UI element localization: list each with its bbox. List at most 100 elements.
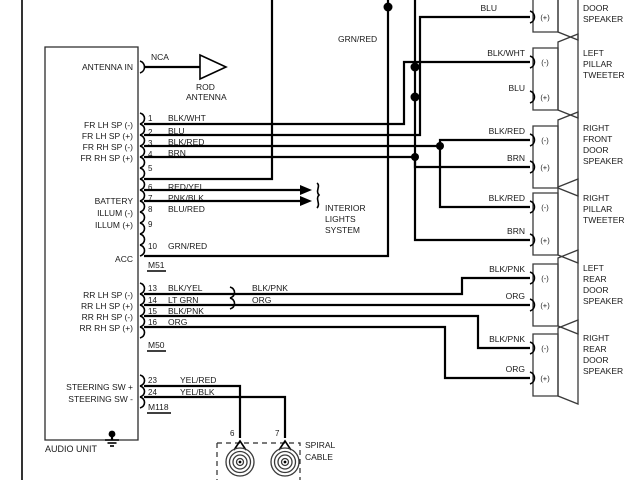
speaker-right-rear-door-speaker: (-) (+) BLK/PNK ORG RIGHT REAR DOOR SPEA… xyxy=(489,319,623,405)
wire-label-blk-red: BLK/RED xyxy=(168,137,204,147)
speaker-terminal-hook-neg-4 xyxy=(529,200,536,214)
interior-lights-line1: INTERIOR xyxy=(325,203,366,213)
terminal-label-rr-rh-pos: RR RH SP (+) xyxy=(80,323,134,333)
junction-dot-blk-red xyxy=(436,142,444,150)
speaker-polarity-neg-5: (-) xyxy=(541,274,549,283)
interior-lights-brace xyxy=(316,182,321,209)
terminal-label-fr-rh-neg: FR RH SP (-) xyxy=(83,142,134,152)
spiral-cable-label-line2: CABLE xyxy=(305,452,333,462)
pin-number-4: 4 xyxy=(148,150,153,159)
speaker-terminal-hook-pos-3 xyxy=(529,160,536,174)
speaker-polarity-pos-4: (+) xyxy=(540,236,550,245)
speaker-name-5-line4: SPEAKER xyxy=(583,296,623,306)
spiral-cable-pin-6: 6 xyxy=(230,429,235,438)
speaker-terminal-hook-pos-6 xyxy=(529,371,536,385)
speaker-name-6-line4: SPEAKER xyxy=(583,366,623,376)
speaker-polarity-pos-3: (+) xyxy=(540,163,550,172)
speaker-name-1-line1: DOOR xyxy=(583,3,609,13)
speaker-wire-neg-3: BLK/RED xyxy=(489,126,525,136)
ground-symbol xyxy=(105,430,119,447)
speaker-name-5-line1: LEFT xyxy=(583,263,604,273)
terminal-label-steering-sw-minus: STEERING SW - xyxy=(68,394,133,404)
pin-number-8: 8 xyxy=(148,205,153,214)
pin-number-2: 2 xyxy=(148,128,153,137)
pin-number-5: 5 xyxy=(148,164,153,173)
terminal-label-rr-lh-pos: RR LH SP (+) xyxy=(81,301,133,311)
speaker-wire-pos-3: BRN xyxy=(507,153,525,163)
arrow-head-blu-red xyxy=(300,196,312,206)
speaker-name-6-line1: RIGHT xyxy=(583,333,609,343)
wire-label-blk-pnk-pin15: BLK/PNK xyxy=(168,306,204,316)
audio-unit-label: AUDIO UNIT xyxy=(45,444,98,454)
pin-number-15: 15 xyxy=(148,307,157,316)
antenna-wire-label: NCA xyxy=(151,52,169,62)
pin-number-7: 7 xyxy=(148,194,153,203)
speaker-name-4-line1: RIGHT xyxy=(583,193,609,203)
speaker-name-4-line3: TWEETER xyxy=(583,215,625,225)
wire-label-blk-yel: BLK/YEL xyxy=(168,283,203,293)
pin-number-16: 16 xyxy=(148,318,157,327)
speaker-name-2-line3: TWEETER xyxy=(583,70,625,80)
wire-run-pin2-blu xyxy=(144,15,530,137)
connector-m51-label: M51 xyxy=(148,260,165,270)
speaker-wire-neg-2: BLK/WHT xyxy=(487,48,525,58)
spiral-arrow-7 xyxy=(278,439,292,451)
splice-hook-blk-pnk xyxy=(229,286,236,299)
pin-number-14: 14 xyxy=(148,296,157,305)
pin-number-13: 13 xyxy=(148,284,157,293)
speaker-polarity-neg-4: (-) xyxy=(541,203,549,212)
mid-wire-label-org: ORG xyxy=(252,295,271,305)
speaker-left-pillar-tweeter: (-) (+) BLK/WHT BLU LEFT PILLAR TWEETER xyxy=(487,33,625,119)
spiral-cable-label-line1: SPIRAL xyxy=(305,440,336,450)
speaker-name-3-line1: RIGHT xyxy=(583,123,609,133)
rear-connector-terminals xyxy=(139,282,146,339)
connector-tag-m50: M50 xyxy=(147,340,166,352)
speaker-terminal-hook-neg-6 xyxy=(529,341,536,355)
speaker-polarity-pos-2: (+) xyxy=(540,93,550,102)
wire-run-pin10-grn-red xyxy=(144,0,390,258)
mid-wire-label-blk-pnk: BLK/PNK xyxy=(252,283,288,293)
speaker-name-2-line2: PILLAR xyxy=(583,59,612,69)
wire-label-blu-red: BLU/RED xyxy=(168,204,205,214)
pin-number-1: 1 xyxy=(148,114,153,123)
wire-label-blk-wht: BLK/WHT xyxy=(168,113,206,123)
connector-m118-label: M118 xyxy=(148,402,169,412)
terminal-label-fr-lh-pos: FR LH SP (+) xyxy=(82,131,133,141)
wire-run-pin1-blk-wht xyxy=(144,60,530,126)
terminal-label-acc: ACC xyxy=(115,254,133,264)
wire-label-blu: BLU xyxy=(168,126,185,136)
antenna-in-terminal-label: ANTENNA IN xyxy=(82,62,133,72)
rod-antenna-label-line2: ANTENNA xyxy=(186,92,227,102)
speaker-name-3-line4: SPEAKER xyxy=(583,156,623,166)
speaker-name-4-line2: PILLAR xyxy=(583,204,612,214)
speaker-polarity-neg-3: (-) xyxy=(541,136,549,145)
speaker-wire-pos-5: ORG xyxy=(506,291,525,301)
speaker-name-3-line3: DOOR xyxy=(583,145,609,155)
speaker-right-pillar-tweeter: (-) (+) BLK/RED BRN RIGHT PILLAR TWEETER xyxy=(489,178,625,264)
terminal-label-rr-lh-neg: RR LH SP (-) xyxy=(83,290,133,300)
wire-label-org-pin16: ORG xyxy=(168,317,187,327)
steering-connector-terminals xyxy=(139,374,146,409)
speaker-name-6-line3: DOOR xyxy=(583,355,609,365)
audio-unit-box xyxy=(44,46,139,441)
speaker-terminal-hook-pos-4 xyxy=(529,233,536,247)
speaker-name-5-line2: REAR xyxy=(583,274,607,284)
pin-number-3: 3 xyxy=(148,139,153,148)
speaker-left-rear-door-speaker: (-) (+) BLK/PNK ORG LEFT REAR DOOR SPEAK… xyxy=(489,249,623,335)
spiral-coil-6 xyxy=(225,447,255,477)
speaker-terminal-hook-pos-1 xyxy=(529,10,536,24)
speaker-terminal-hook-pos-2 xyxy=(529,90,536,104)
spiral-coil-7 xyxy=(270,447,300,477)
wire-label-red-yel: RED/YEL xyxy=(168,182,205,192)
speaker-polarity-neg-6: (-) xyxy=(541,344,549,353)
speaker-name-3-line2: FRONT xyxy=(583,134,612,144)
terminal-label-steering-sw-plus: STEERING SW + xyxy=(66,382,133,392)
connector-m50-label: M50 xyxy=(148,340,165,350)
terminal-label-rr-rh-neg: RR RH SP (-) xyxy=(82,312,133,322)
pin-number-6: 6 xyxy=(148,183,153,192)
splice-hook-org xyxy=(229,297,236,310)
pin-number-23: 23 xyxy=(148,376,157,385)
terminal-label-fr-lh-neg: FR LH SP (-) xyxy=(84,120,133,130)
junction-dot-grn-red-top xyxy=(383,2,393,12)
